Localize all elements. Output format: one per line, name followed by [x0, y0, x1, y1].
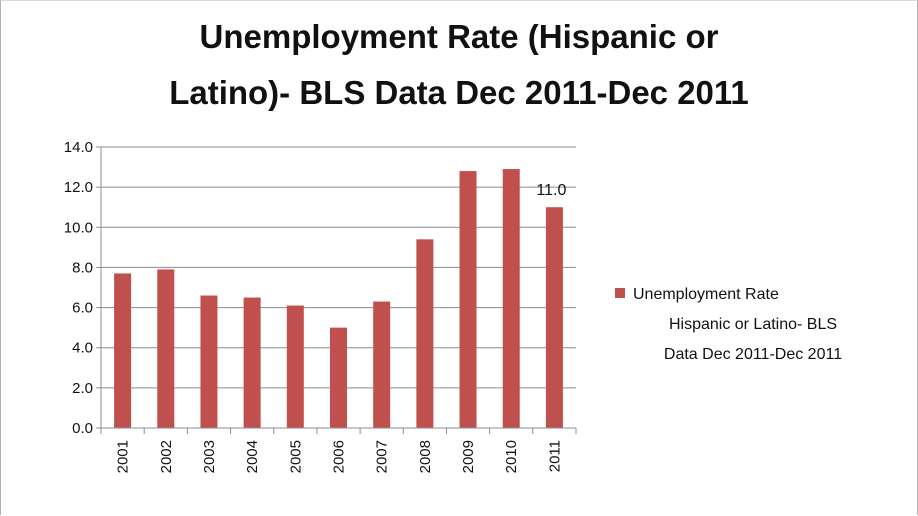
bar-2011 [545, 207, 563, 428]
x-tick-label: 2002 [158, 440, 175, 473]
data-labels: 11.0 [536, 182, 566, 199]
legend-label-line: Hispanic or Latino- BLS [669, 316, 837, 333]
y-tick-label: 2.0 [72, 380, 93, 397]
legend-label-line: Unemployment Rate [633, 286, 779, 303]
x-tick-label: 2008 [417, 440, 434, 473]
y-tick-label: 12.0 [64, 179, 93, 196]
x-tick-label: 2001 [115, 440, 132, 473]
chart-title-line-2: Latino)- BLS Data Dec 2011-Dec 2011 [169, 74, 749, 111]
x-tick-label: 2011 [546, 440, 563, 472]
y-tick-label: 8.0 [72, 259, 93, 276]
x-tick-label: 2010 [503, 440, 520, 473]
bar-2009 [459, 171, 477, 429]
bars [114, 169, 563, 429]
legend-label-line: Data Dec 2011-Dec 2011 [664, 346, 842, 363]
x-axis-tick-labels: 2001 2002 2003 2004 2005 2006 2007 2008 2009 2010… [115, 440, 564, 473]
bar-2010 [502, 169, 520, 429]
y-tick-label: 6.0 [72, 300, 93, 317]
legend: Unemployment Rate Hispanic or Latino- BLS… [615, 286, 842, 363]
x-tick-label: 2007 [374, 440, 391, 473]
data-label: 11.0 [536, 182, 566, 199]
chart-title: Unemployment Rate (Hispanic or Latino)- … [169, 18, 749, 111]
legend-swatch [615, 288, 625, 298]
x-tick-label: 2005 [287, 440, 304, 473]
x-tick-label: 2004 [244, 440, 261, 473]
y-tick-label: 10.0 [64, 219, 93, 236]
x-tick-label: 2006 [331, 440, 348, 473]
axes [96, 146, 577, 434]
y-tick-label: 0.0 [72, 420, 93, 437]
y-tick-label: 4.0 [72, 340, 93, 357]
gridlines [101, 146, 576, 389]
bar-2004 [243, 297, 261, 428]
x-tick-label: 2003 [201, 440, 218, 473]
bar-2003 [200, 295, 218, 428]
bar-2001 [114, 273, 132, 428]
bar-2002 [157, 269, 175, 428]
bar-2008 [416, 239, 434, 428]
y-tick-label: 14.0 [64, 139, 93, 156]
bar-2006 [330, 327, 347, 428]
x-tick-label: 2009 [460, 440, 477, 473]
y-axis-tick-labels: 0.0 2.0 4.0 6.0 8.0 10.0 12.0 14.0 [64, 139, 93, 437]
bar-2005 [286, 305, 304, 428]
chart-title-line-1: Unemployment Rate (Hispanic or [200, 18, 719, 55]
bar-2007 [373, 301, 391, 428]
